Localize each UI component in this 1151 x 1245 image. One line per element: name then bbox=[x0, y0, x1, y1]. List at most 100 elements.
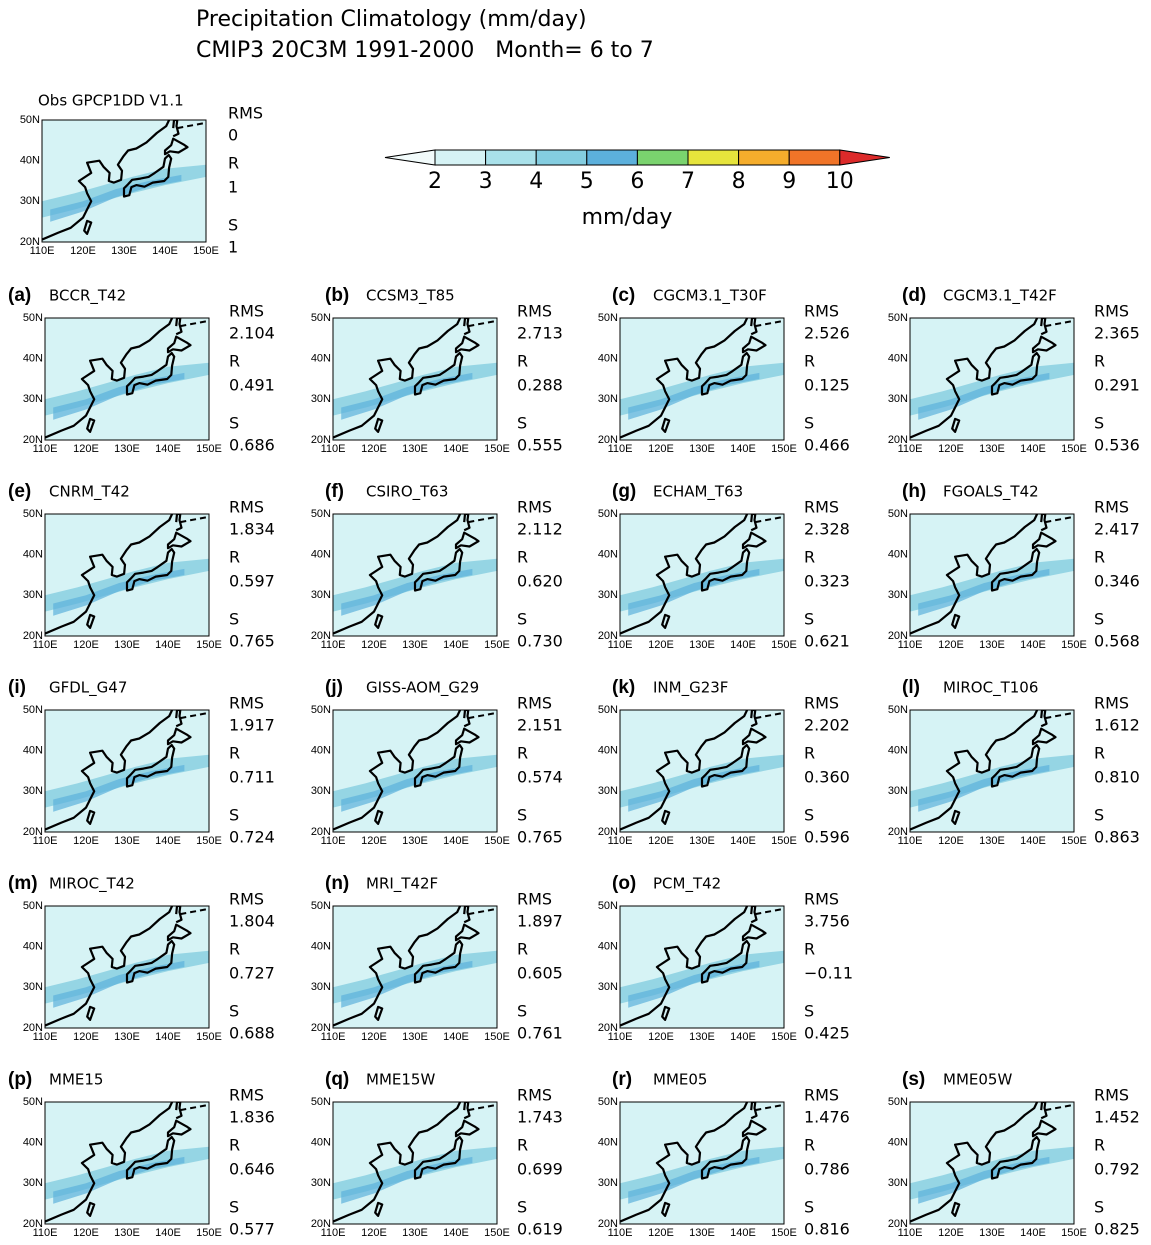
lon-tick-label: 120E bbox=[361, 639, 387, 651]
colorbar-segment bbox=[636, 149, 689, 166]
stat-text: 0 bbox=[228, 126, 238, 145]
precip-core bbox=[341, 764, 473, 812]
lon-tick-label: 110E bbox=[321, 639, 346, 651]
stat-text: R bbox=[229, 1136, 240, 1155]
precip-core bbox=[53, 568, 185, 616]
lon-tick-label: 140E bbox=[730, 1031, 756, 1043]
stat-text: 0.323 bbox=[804, 572, 850, 591]
map-frame bbox=[619, 317, 785, 441]
stat-text: 0.536 bbox=[1094, 436, 1140, 455]
lat-tick-label: 40N bbox=[598, 353, 618, 365]
stat-text: R bbox=[804, 1136, 815, 1155]
panel-name: MME15 bbox=[49, 1071, 103, 1089]
border-dashed bbox=[1045, 1103, 1074, 1112]
stat-text: 0.765 bbox=[229, 632, 275, 651]
lon-tick-label: 140E bbox=[152, 245, 178, 257]
map-field bbox=[333, 710, 497, 832]
stat-text: S bbox=[804, 1198, 814, 1217]
lat-tick-label: 50N bbox=[23, 900, 43, 912]
lat-tick-label: 50N bbox=[311, 1096, 331, 1108]
lat-tick-label: 20N bbox=[888, 1218, 908, 1230]
lon-tick-label: 150E bbox=[196, 1227, 222, 1239]
map bbox=[332, 709, 498, 833]
map bbox=[619, 317, 785, 441]
lat-tick-label: 30N bbox=[598, 981, 618, 993]
lon-tick-label: 120E bbox=[938, 835, 964, 847]
map-frame bbox=[909, 513, 1075, 637]
map-frame bbox=[332, 905, 498, 1029]
stat-text: 0.688 bbox=[229, 1024, 275, 1043]
stat-text: R bbox=[1094, 1136, 1105, 1155]
stat-text: S bbox=[517, 806, 527, 825]
stat-text: R bbox=[804, 940, 815, 959]
colorbar-segment bbox=[687, 149, 740, 166]
panel-name: FGOALS_T42 bbox=[943, 483, 1039, 502]
border-dashed bbox=[180, 515, 209, 524]
map-frame bbox=[619, 513, 785, 637]
stat-text: 2.202 bbox=[804, 716, 850, 735]
stat-text: R bbox=[228, 154, 239, 173]
lat-tick-label: 40N bbox=[311, 941, 331, 953]
lon-tick-label: 150E bbox=[484, 1227, 510, 1239]
lat-tick-label: 20N bbox=[311, 1218, 331, 1230]
lon-tick-label: 130E bbox=[114, 639, 140, 651]
border-dashed bbox=[755, 907, 784, 916]
stat-text: 0.596 bbox=[804, 828, 850, 847]
map bbox=[619, 1101, 785, 1225]
panel-name: MRI_T42F bbox=[366, 875, 438, 894]
panel-label: (f) bbox=[325, 481, 344, 502]
lat-tick-label: 30N bbox=[888, 589, 908, 601]
stat-text: S bbox=[229, 1198, 239, 1217]
lon-tick-label: 130E bbox=[689, 835, 715, 847]
stat-text: 0.711 bbox=[229, 768, 275, 787]
lat-tick-label: 20N bbox=[888, 826, 908, 838]
stat-text: S bbox=[229, 610, 239, 629]
stat-text: S bbox=[517, 1002, 527, 1021]
lat-tick-label: 30N bbox=[311, 785, 331, 797]
colorbar-tick-label: 4 bbox=[529, 169, 543, 194]
lon-tick-label: 110E bbox=[608, 1227, 633, 1239]
border-dashed bbox=[468, 1103, 497, 1112]
lat-tick-label: 40N bbox=[311, 549, 331, 561]
map-frame bbox=[44, 905, 210, 1029]
panel-label: (l) bbox=[902, 677, 920, 698]
stat-text: R bbox=[517, 1136, 528, 1155]
stat-text: S bbox=[1094, 1198, 1104, 1217]
lon-tick-label: 130E bbox=[979, 835, 1005, 847]
lon-tick-label: 110E bbox=[608, 835, 633, 847]
colorbar-tick-label: 5 bbox=[580, 169, 594, 194]
stat-text: 0.730 bbox=[517, 632, 563, 651]
map-field bbox=[910, 514, 1074, 636]
lon-tick-label: 120E bbox=[938, 639, 964, 651]
map-field bbox=[910, 318, 1074, 440]
lat-tick-label: 30N bbox=[23, 1177, 43, 1189]
stat-text: RMS bbox=[229, 890, 264, 909]
lon-tick-label: 120E bbox=[648, 1227, 674, 1239]
lon-tick-label: 130E bbox=[114, 443, 140, 455]
stat-text: 0.466 bbox=[804, 436, 850, 455]
border-dashed bbox=[755, 711, 784, 720]
coastline bbox=[45, 1102, 192, 1223]
stat-text: R bbox=[517, 744, 528, 763]
lon-tick-label: 120E bbox=[70, 245, 96, 257]
lat-tick-label: 30N bbox=[598, 393, 618, 405]
lon-tick-label: 140E bbox=[443, 1227, 469, 1239]
stat-text: R bbox=[1094, 744, 1105, 763]
panel-name: PCM_T42 bbox=[653, 875, 721, 894]
coastline bbox=[620, 1102, 767, 1223]
lat-tick-label: 20N bbox=[598, 826, 618, 838]
lon-tick-label: 110E bbox=[33, 1227, 58, 1239]
stat-text: RMS bbox=[804, 1086, 839, 1105]
map-field bbox=[910, 710, 1074, 832]
lon-tick-label: 110E bbox=[321, 1227, 346, 1239]
stat-text: RMS bbox=[1094, 302, 1129, 321]
lon-tick-label: 150E bbox=[196, 639, 222, 651]
border-dashed bbox=[755, 515, 784, 524]
precip-core bbox=[50, 174, 182, 222]
lon-tick-label: 120E bbox=[648, 835, 674, 847]
lat-tick-label: 40N bbox=[598, 1137, 618, 1149]
border-dashed bbox=[468, 515, 497, 524]
lon-tick-label: 130E bbox=[402, 443, 428, 455]
colorbar-tick-label: 10 bbox=[826, 169, 854, 194]
colorbar-tick-label: 3 bbox=[479, 169, 493, 194]
